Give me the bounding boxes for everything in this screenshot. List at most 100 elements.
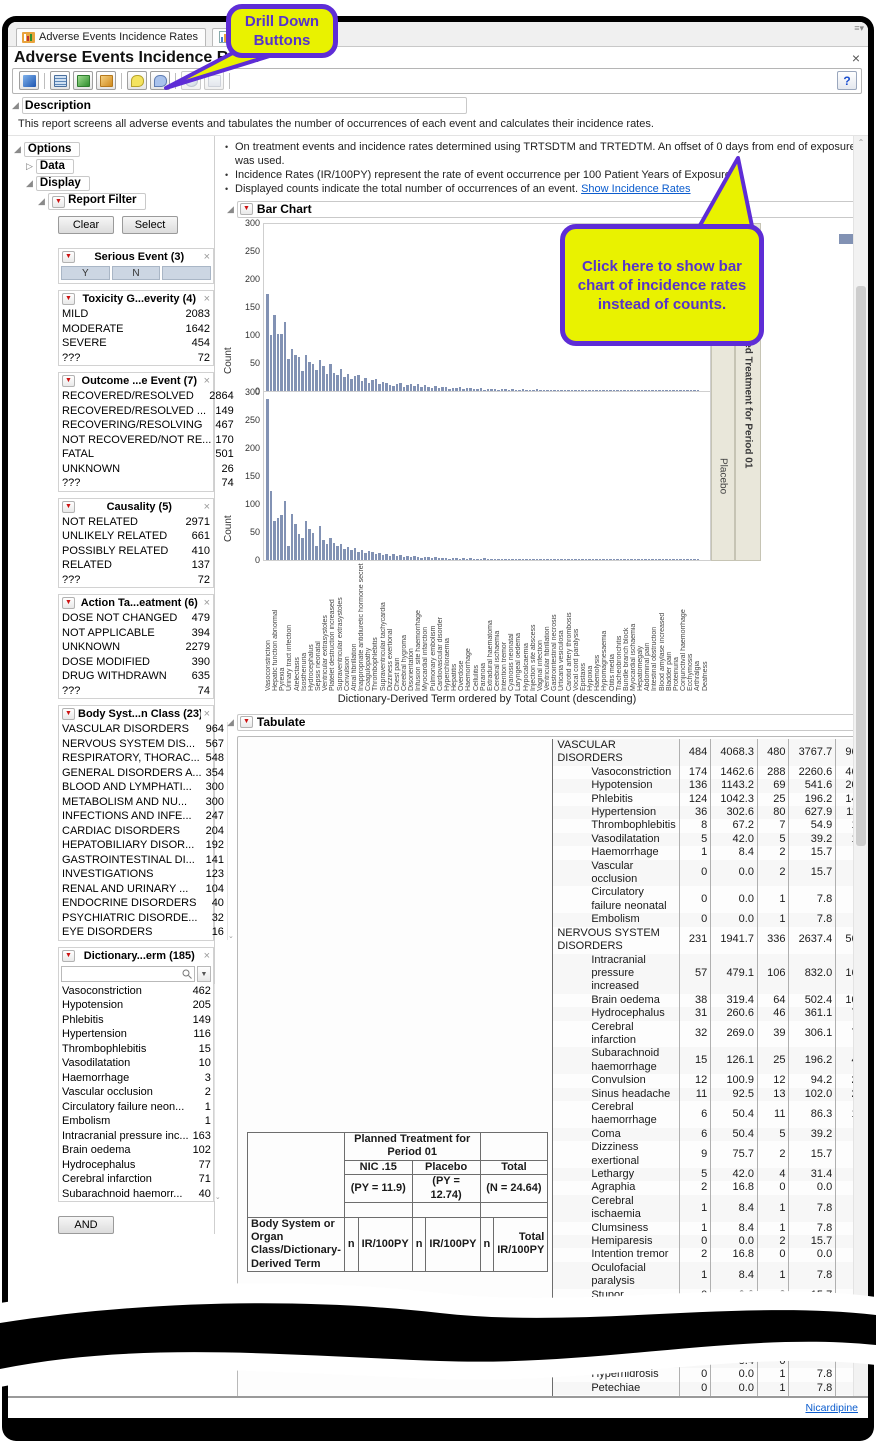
bar[interactable]: [521, 389, 524, 391]
bar[interactable]: [444, 386, 447, 391]
filter-item[interactable]: HEPATOBILIARY DISOR... 192: [59, 838, 227, 853]
filter-item[interactable]: ??? 72: [59, 573, 213, 588]
bar[interactable]: [409, 383, 412, 391]
bar[interactable]: [434, 557, 437, 560]
bar[interactable]: [437, 388, 440, 391]
bar[interactable]: [287, 546, 290, 560]
level-button[interactable]: [162, 266, 212, 280]
bar[interactable]: [339, 368, 342, 391]
select-button[interactable]: Select: [122, 216, 178, 234]
bar[interactable]: [577, 559, 580, 560]
bar[interactable]: [563, 390, 566, 391]
bar[interactable]: [647, 390, 650, 391]
bar[interactable]: [276, 333, 279, 391]
bar[interactable]: [427, 386, 430, 391]
bar[interactable]: [588, 390, 591, 391]
bar[interactable]: [686, 390, 689, 391]
disclosure-open-icon[interactable]: ◢: [14, 144, 21, 154]
data-table-button[interactable]: [50, 71, 70, 90]
bar[interactable]: [371, 552, 374, 560]
bar[interactable]: [374, 378, 377, 391]
bar[interactable]: [353, 376, 356, 391]
filter-item[interactable]: DOSE MODIFIED 390: [59, 655, 213, 670]
pin-menu-icon[interactable]: ≡▾: [854, 23, 864, 33]
bar[interactable]: [595, 390, 598, 391]
bar[interactable]: [430, 387, 433, 391]
bar[interactable]: [689, 559, 692, 560]
bar[interactable]: [644, 390, 647, 391]
bar[interactable]: [693, 390, 696, 391]
bar[interactable]: [549, 559, 552, 560]
bar[interactable]: [623, 559, 626, 560]
bar[interactable]: [420, 387, 423, 391]
description-title[interactable]: Description: [21, 97, 467, 114]
bar[interactable]: [273, 521, 276, 560]
filter-item[interactable]: Brain oedema 102: [59, 1143, 214, 1158]
close-filter-icon[interactable]: ×: [203, 375, 210, 387]
filter-item[interactable]: FATAL 501: [59, 447, 237, 462]
bar[interactable]: [602, 559, 605, 560]
bar[interactable]: [640, 390, 643, 391]
bar[interactable]: [395, 384, 398, 391]
notes-button[interactable]: [150, 71, 170, 90]
display-section[interactable]: ◢ Display: [26, 176, 214, 191]
bar[interactable]: [546, 390, 549, 391]
bar[interactable]: [626, 390, 629, 391]
bar[interactable]: [584, 389, 587, 391]
bar[interactable]: [441, 387, 444, 391]
filter-item[interactable]: ??? 72: [59, 351, 213, 366]
bar[interactable]: [385, 553, 388, 560]
bar[interactable]: [486, 388, 489, 391]
red-triangle-menu-icon[interactable]: ▼: [62, 500, 75, 513]
bar[interactable]: [633, 559, 636, 560]
bar[interactable]: [560, 559, 563, 560]
bar[interactable]: [682, 559, 685, 560]
bar[interactable]: [630, 559, 633, 560]
report-filter-header[interactable]: ◢ ▼ Report Filter: [38, 193, 214, 210]
close-filter-icon[interactable]: ×: [203, 597, 210, 609]
bar[interactable]: [427, 557, 430, 560]
bar[interactable]: [497, 389, 500, 391]
bar[interactable]: [563, 559, 566, 560]
bar[interactable]: [437, 557, 440, 560]
red-triangle-menu-icon[interactable]: ▼: [51, 196, 65, 208]
bar[interactable]: [367, 551, 370, 560]
bar[interactable]: [500, 559, 503, 560]
bar[interactable]: [518, 559, 521, 560]
filter-item[interactable]: Vascular occlusion 2: [59, 1085, 214, 1100]
bar[interactable]: [283, 321, 286, 391]
show-incidence-rates-link[interactable]: Show Incidence Rates: [581, 183, 691, 195]
save-picture-green-button[interactable]: [73, 71, 93, 90]
bar[interactable]: [605, 390, 608, 391]
annotate-button[interactable]: [127, 71, 147, 90]
bar[interactable]: [325, 544, 328, 560]
bar[interactable]: [346, 374, 349, 391]
filter-item[interactable]: UNLIKELY RELATED 661: [59, 529, 213, 544]
bar[interactable]: [672, 390, 675, 391]
filter-item[interactable]: RESPIRATORY, THORAC... 548: [59, 751, 227, 766]
bar[interactable]: [658, 559, 661, 560]
bar[interactable]: [311, 364, 314, 391]
bar[interactable]: [304, 355, 307, 391]
red-triangle-menu-icon[interactable]: ▼: [239, 716, 253, 728]
bar[interactable]: [343, 377, 346, 391]
close-filter-icon[interactable]: ×: [203, 949, 210, 962]
red-triangle-menu-icon[interactable]: ▼: [62, 949, 75, 962]
bar[interactable]: [675, 390, 678, 391]
bar[interactable]: [413, 385, 416, 391]
bar[interactable]: [399, 554, 402, 560]
filter-item[interactable]: METABOLISM AND NU... 300: [59, 795, 227, 810]
bar[interactable]: [479, 388, 482, 391]
bar[interactable]: [469, 387, 472, 391]
filter-item[interactable]: PSYCHIATRIC DISORDE... 32: [59, 911, 227, 926]
filter-item[interactable]: RECOVERING/RESOLVING 467: [59, 418, 237, 433]
bar[interactable]: [679, 559, 682, 560]
bar[interactable]: [542, 389, 545, 391]
bar[interactable]: [486, 559, 489, 560]
bar[interactable]: [525, 389, 528, 391]
bar[interactable]: [409, 557, 412, 560]
tabulate-title[interactable]: ▼ Tabulate: [236, 714, 868, 731]
filter-item[interactable]: Phlebitis 149: [59, 1013, 214, 1028]
bar[interactable]: [623, 390, 626, 391]
bar[interactable]: [392, 385, 395, 391]
